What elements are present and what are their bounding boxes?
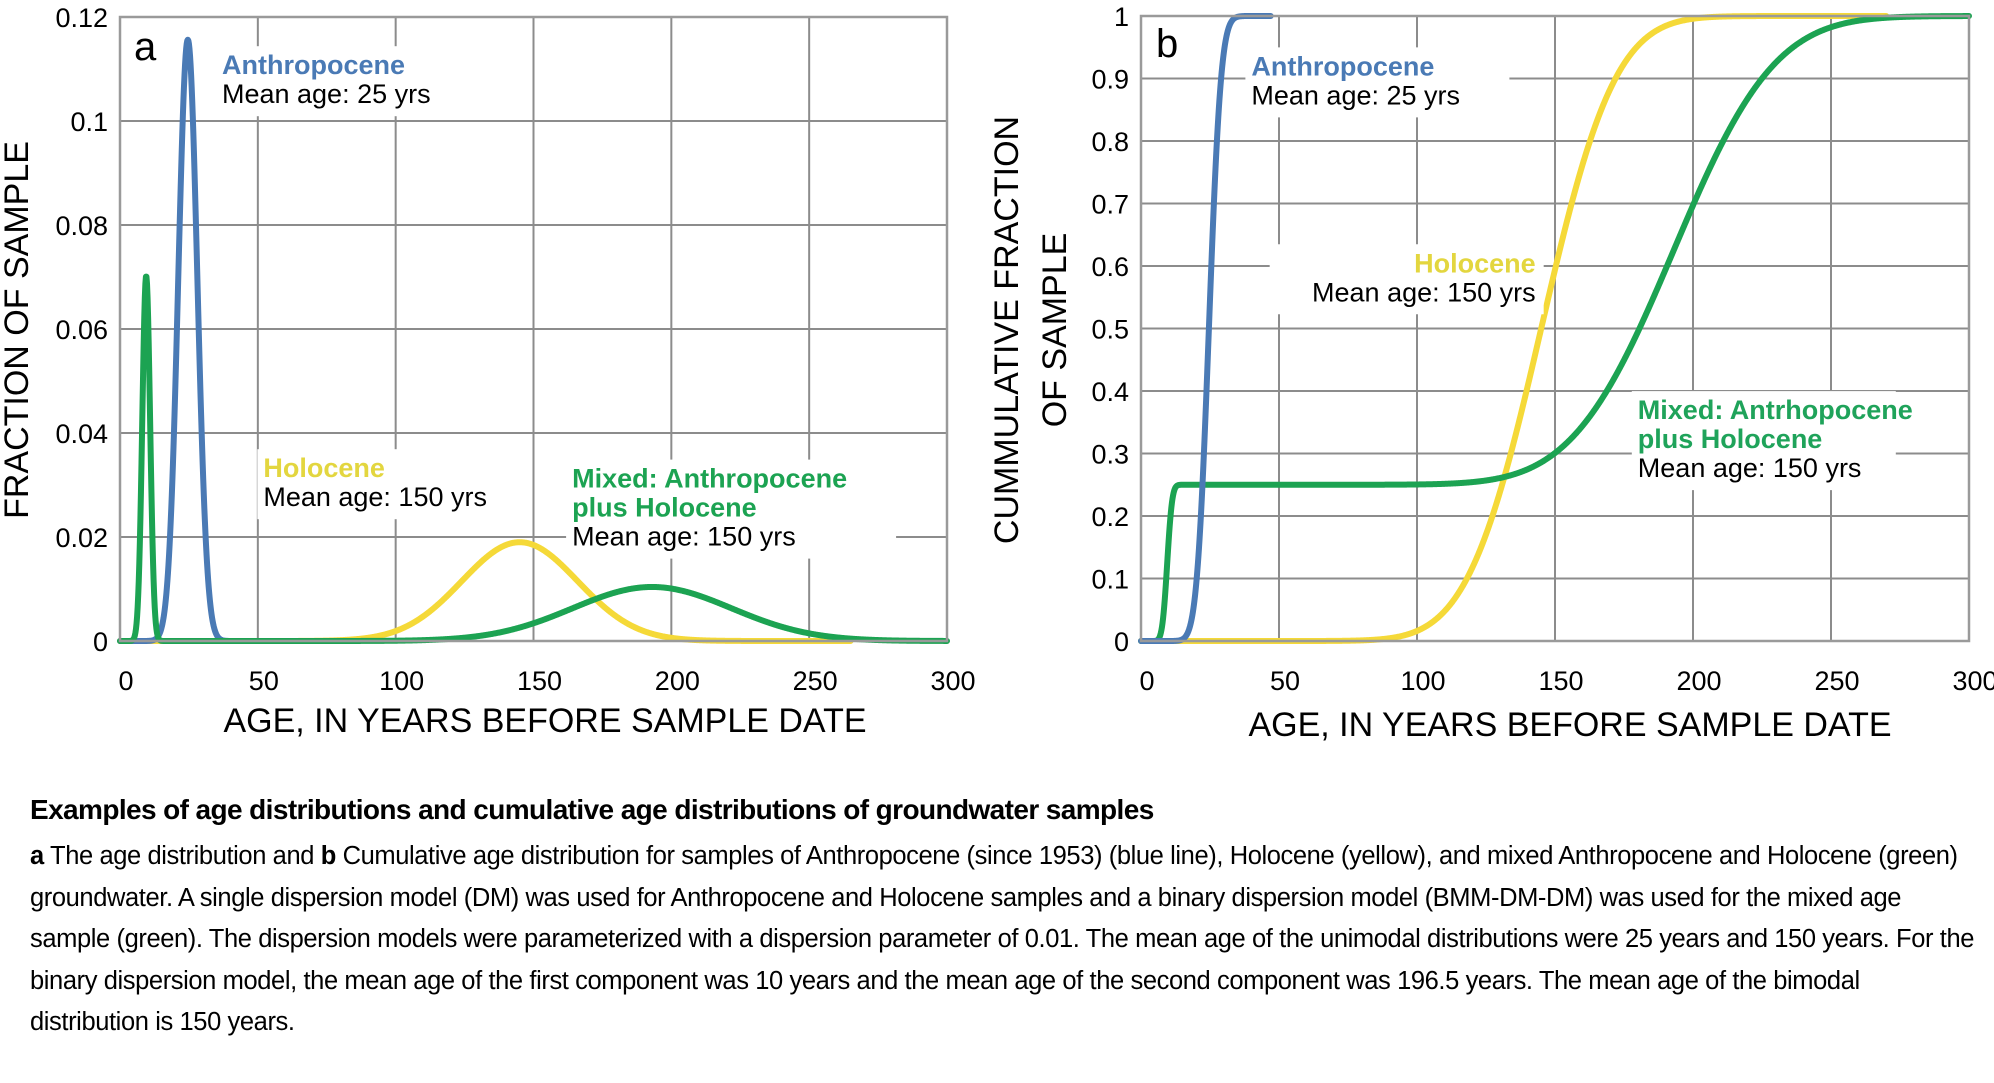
caption-text-1: The age distribution and (43, 842, 321, 870)
y-tick-label: 0.02 (55, 523, 108, 553)
annotation-title: plus Holocene (1638, 424, 1823, 454)
y-tick-label: 0.6 (1091, 252, 1129, 282)
annotation-mean-age: Mean age: 150 yrs (1312, 277, 1536, 307)
caption-body: a The age distribution and b Cumulative … (30, 836, 1980, 1044)
panel-b-y-axis-title-line-1: CUMMULATIVE FRACTION (988, 116, 1026, 544)
x-tick-label: 250 (793, 666, 838, 696)
x-tick-label: 0 (118, 666, 133, 696)
panel-b-x-axis-title: AGE, IN YEARS BEFORE SAMPLE DATE (1248, 706, 1891, 744)
x-tick-label: 300 (1952, 666, 1994, 696)
annotation-background (1245, 47, 1510, 118)
annotation-mean-age: Mean age: 25 yrs (1251, 80, 1460, 110)
annotation-background (1631, 391, 1896, 491)
annotation-mean-age: Mean age: 25 yrs (222, 79, 431, 109)
y-tick-label: 0.7 (1091, 190, 1129, 220)
x-tick-label: 250 (1814, 666, 1859, 696)
x-tick-label: 50 (249, 666, 279, 696)
panel-a-letter: a (134, 25, 157, 69)
panel-a-x-axis-title: AGE, IN YEARS BEFORE SAMPLE DATE (223, 702, 866, 740)
y-tick-label: 0.5 (1091, 315, 1129, 345)
charts-canvas: 00.020.040.060.080.10.12 0 50 100 150 200 250… (0, 2, 1994, 744)
x-tick-label: 0 (1139, 666, 1154, 696)
annotation-mean-age: Mean age: 150 yrs (1638, 453, 1862, 483)
panel-a-y-tick-labels: 0 0.02 0.04 0.06 0.08 0.1 0.12 (55, 3, 108, 657)
x-tick-label: 150 (1538, 666, 1583, 696)
annotation-mean-age: Mean age: 150 yrs (572, 522, 796, 552)
panel-b-y-axis-title-line-2: OF SAMPLE (1036, 233, 1074, 428)
y-tick-label: 0.9 (1091, 65, 1129, 95)
annotation-background (257, 449, 522, 520)
series-line-anthropocene (117, 36, 234, 644)
annotation-mean-age: Mean age: 150 yrs (263, 482, 487, 512)
annotation-title: Anthropocene (1251, 51, 1434, 81)
annotation-title: Mixed: Anthropocene (572, 464, 847, 494)
panel-b-x-tick-labels: 0 50 100 150 200 250 300 (1139, 666, 1994, 696)
x-tick-label: 300 (930, 666, 975, 696)
figure: 0 0.02 0.04 0.06 0.08 0.1 0.12 0 50 100 150 200 250… (0, 2, 1994, 744)
y-tick-label: 0 (93, 627, 108, 657)
y-tick-label: 0.8 (1091, 127, 1129, 157)
x-tick-label: 200 (1676, 666, 1721, 696)
y-tick-label: 0.06 (55, 315, 108, 345)
x-tick-label: 100 (1400, 666, 1445, 696)
panel-b-y-tick-labels: 0 0.1 0.2 0.3 0.4 0.5 0.6 0.7 0.8 0.9 1 (1091, 2, 1129, 657)
caption-label-b: b (320, 842, 337, 870)
panel-b-cumulative-distribution: 0 0.1 0.2 0.3 0.4 0.5 0.6 0.7 0.8 0.9 1 0 50 100 150 2… (988, 2, 1994, 744)
series-line-mixed-antrhopocene-plus-holocene (1138, 13, 1972, 644)
annotation-background (566, 459, 897, 559)
panel-a-age-distribution: 0 0.02 0.04 0.06 0.08 0.1 0.12 0 50 100 150 200 250… (0, 3, 976, 740)
caption-text-2: Cumulative age distribution for samples … (30, 842, 1975, 1036)
y-tick-label: 0.1 (1091, 565, 1129, 595)
x-tick-label: 50 (1270, 666, 1300, 696)
y-tick-label: 0 (1114, 627, 1129, 657)
annotation-title: Holocene (263, 453, 385, 483)
y-tick-label: 0.12 (55, 3, 108, 33)
y-tick-label: 0.1 (70, 107, 108, 137)
y-tick-label: 0.3 (1091, 440, 1129, 470)
panel-b-frame (1139, 14, 1971, 643)
annotation-title: Mixed: Antrhopocene (1638, 395, 1913, 425)
caption-label-a: a (30, 842, 44, 870)
y-tick-label: 0.2 (1091, 502, 1129, 532)
x-tick-label: 100 (379, 666, 424, 696)
annotation-title: Anthropocene (222, 50, 405, 80)
annotation-title: Holocene (1414, 248, 1536, 278)
panel-a-y-axis-title: FRACTION OF SAMPLE (0, 141, 36, 519)
annotation-background (215, 46, 480, 117)
y-tick-label: 0.08 (55, 211, 108, 241)
panel-b-letter: b (1156, 22, 1178, 66)
panel-a-x-tick-labels: 0 50 100 150 200 250 300 (118, 666, 975, 696)
annotation-title: plus Holocene (572, 493, 757, 523)
y-tick-label: 0.04 (55, 419, 108, 449)
figure-caption: Examples of age distributions and cumula… (30, 790, 1980, 1044)
annotation-background (1269, 244, 1544, 315)
y-tick-label: 0.4 (1091, 377, 1129, 407)
panel-a-frame (118, 15, 949, 643)
x-tick-label: 200 (655, 666, 700, 696)
y-tick-label: 1 (1114, 2, 1129, 32)
x-tick-label: 150 (517, 666, 562, 696)
caption-title: Examples of age distributions and cumula… (30, 794, 1154, 825)
